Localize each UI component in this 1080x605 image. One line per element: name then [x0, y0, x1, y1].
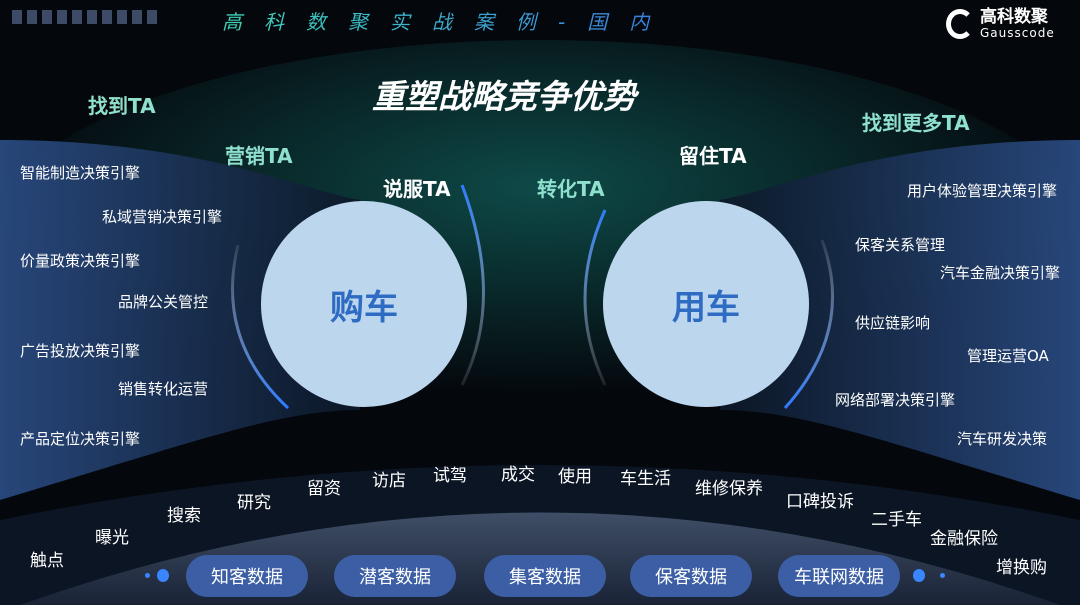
right-item: 用户体验管理决策引擎 [907, 182, 1058, 200]
left-item: 广告投放决策引擎 [20, 342, 141, 360]
journey-step: 搜索 [167, 506, 201, 526]
header-decoration [12, 10, 157, 24]
logo-text-en: Gausscode [980, 26, 1055, 40]
stage-market: 营销TA [225, 144, 293, 168]
left-item: 产品定位决策引擎 [20, 430, 141, 448]
journey-step: 二手车 [871, 510, 922, 530]
right-item: 供应链影响 [855, 314, 931, 332]
page-title: 重塑战略竞争优势 [372, 77, 636, 116]
dot-decoration [940, 573, 945, 578]
pill-acquisition-data: 集客数据 [484, 555, 606, 597]
header-title: 高科数聚实战案例-国内 [222, 6, 671, 35]
left-item: 品牌公关管控 [118, 293, 209, 311]
left-item: 私域营销决策引擎 [102, 208, 223, 226]
right-item: 管理运营OA [967, 347, 1049, 365]
left-item: 智能制造决策引擎 [20, 164, 141, 182]
stage-persuade: 说服TA [383, 177, 451, 201]
journey-step: 金融保险 [930, 529, 998, 549]
right-item: 汽车研发决策 [957, 430, 1048, 448]
stage-find: 找到TA [88, 94, 156, 118]
journey-step: 维修保养 [695, 479, 763, 499]
journey-step: 访店 [372, 471, 406, 491]
right-item: 保客关系管理 [855, 236, 946, 254]
journey-step: 成交 [501, 465, 535, 485]
stage-retain: 留住TA [679, 144, 747, 168]
stage-convert: 转化TA [537, 177, 605, 201]
left-item: 销售转化运营 [118, 380, 209, 398]
dot-decoration [145, 573, 150, 578]
journey-step: 曝光 [95, 528, 129, 548]
right-item: 网络部署决策引擎 [835, 391, 956, 409]
pill-prospect-data: 潜客数据 [334, 555, 456, 597]
dot-decoration [913, 569, 925, 582]
logo: 高科数聚 Gausscode [946, 8, 1055, 40]
circle-use-car: 用车 [603, 201, 809, 407]
circle-buy-car: 购车 [261, 201, 467, 407]
pill-know-customer-data: 知客数据 [186, 555, 308, 597]
journey-step: 研究 [237, 493, 271, 513]
pill-iov-data: 车联网数据 [778, 555, 900, 597]
left-item: 价量政策决策引擎 [20, 252, 141, 270]
journey-step: 触点 [30, 551, 64, 571]
stage-find-more: 找到更多TA [862, 111, 970, 135]
logo-icon [946, 9, 974, 39]
journey-step: 试驾 [433, 466, 467, 486]
pill-retention-data: 保客数据 [630, 555, 752, 597]
journey-step: 留资 [307, 479, 341, 499]
right-item: 汽车金融决策引擎 [940, 264, 1061, 282]
journey-step: 口碑投诉 [786, 492, 854, 512]
dot-decoration [157, 569, 169, 582]
journey-step: 增换购 [996, 558, 1047, 578]
logo-text-cn: 高科数聚 [980, 7, 1048, 27]
journey-step: 使用 [558, 467, 592, 487]
journey-step: 车生活 [620, 469, 671, 489]
